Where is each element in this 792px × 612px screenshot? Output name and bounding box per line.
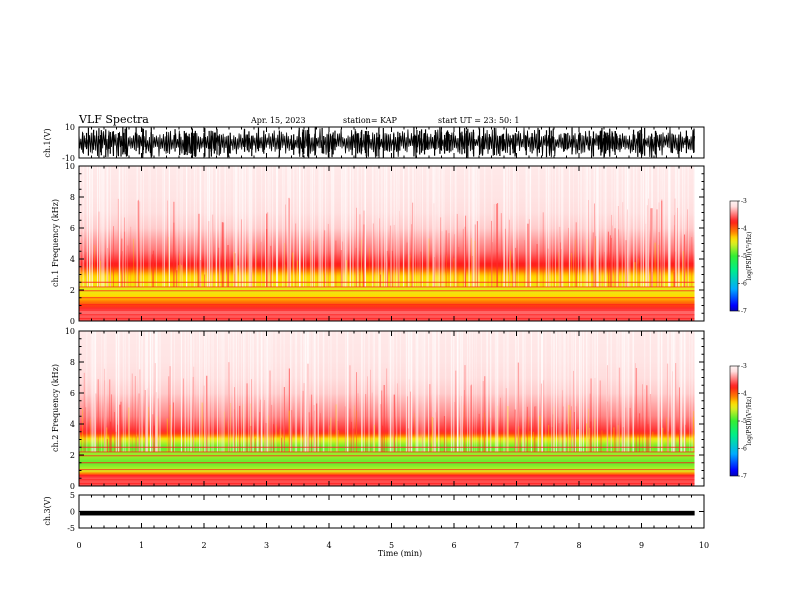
ch1-waveform-ylabel: ch.1(V) (43, 128, 52, 157)
no-data-region (694, 166, 704, 321)
colorbar-label: log(PSD)(V²/Hz) (746, 232, 753, 281)
x-tick-label: 8 (576, 541, 581, 550)
ch3-waveform-panel: 5 0 -5 ch.3(V) (43, 491, 705, 533)
colorbar-gradient (729, 200, 739, 312)
no-data-region (694, 331, 704, 486)
y-tick-label: 2 (70, 286, 75, 295)
colorbar-tick-label: -7 (741, 308, 747, 315)
y-tick-label: 0 (70, 508, 75, 517)
y-tick-label: 8 (70, 193, 75, 202)
station-label: station= KAP (343, 116, 398, 125)
ch1-spectrogram-channel-label: ch.1 Frequency (kHz) (51, 199, 60, 287)
ch1-waveform-trace (78, 127, 695, 158)
x-axis-label: Time (min) (378, 549, 422, 558)
x-tick-label: 3 (264, 541, 269, 550)
ch2-spectrogram-panel: 0 2 4 6 8 10 ch.2 Frequency (kHz) (51, 327, 705, 491)
x-axis: 0 1 2 3 4 5 6 7 8 9 10 (76, 127, 709, 550)
x-tick-label: 0 (76, 541, 81, 550)
colorbar-tick-label: -3 (741, 198, 747, 205)
ch2-colorbar: -3 -4 -5 -6 -7 log(PSD)(V²/Hz) (729, 363, 753, 480)
x-tick-label: 1 (139, 541, 144, 550)
ch1-colorbar: -3 -4 -5 -6 -7 log(PSD)(V²/Hz) (729, 198, 753, 315)
ch1-waveform-panel: 10 -10 ch.1(V) (43, 123, 705, 163)
colorbar-gradient (729, 365, 739, 477)
x-tick-label: 5 (389, 541, 394, 550)
x-tick-label: 7 (514, 541, 519, 550)
x-tick-label: 4 (326, 541, 331, 550)
date-label: Apr. 15, 2023 (250, 116, 306, 125)
y-tick-label: 6 (70, 389, 75, 398)
x-tick-label: 10 (699, 541, 709, 550)
ch3-waveform-ylabel: ch.3(V) (43, 496, 52, 525)
colorbar-tick-label: -3 (741, 363, 747, 370)
colorbar-tick-label: -4 (741, 391, 747, 398)
ch2-spectrogram-channel-label: ch.2 Frequency (kHz) (51, 364, 60, 452)
colorbar-label: log(PSD)(V²/Hz) (746, 397, 753, 446)
x-tick-label: 6 (451, 541, 456, 550)
y-tick-label: 4 (70, 255, 75, 264)
colorbar-tick-label: -6 (741, 446, 747, 453)
x-tick-label: 2 (201, 541, 206, 550)
y-tick-label: 0 (70, 482, 75, 491)
colorbar-tick-label: -4 (741, 226, 747, 233)
y-tick-label: 5 (70, 491, 75, 500)
colorbar-tick-label: -5 (741, 418, 747, 425)
y-tick-label: -10 (62, 154, 75, 163)
y-tick-label: 8 (70, 358, 75, 367)
ch3-waveform-band (80, 510, 695, 516)
colorbar-tick-label: -6 (741, 281, 747, 288)
start-time-label: start UT = 23: 50: 1 (438, 116, 519, 125)
y-tick-label: 10 (65, 162, 75, 171)
colorbar-tick-label: -7 (741, 473, 747, 480)
x-tick-label: 9 (639, 541, 644, 550)
figure-title: VLF Spectra (78, 113, 149, 126)
y-tick-label: 0 (70, 317, 75, 326)
y-tick-label: 6 (70, 224, 75, 233)
ch1-waveform-line (78, 127, 695, 158)
y-tick-label: 4 (70, 420, 75, 429)
ch1-spectrogram-panel: 0 2 4 6 8 10 ch.1 Frequency (kHz) (51, 162, 705, 326)
y-tick-label: -5 (67, 524, 75, 533)
colorbar-tick-label: -5 (741, 253, 747, 260)
y-tick-label: 10 (65, 123, 75, 132)
ch3-waveform-trace (80, 510, 695, 516)
y-tick-label: 2 (70, 451, 75, 460)
y-tick-label: 10 (65, 327, 75, 336)
